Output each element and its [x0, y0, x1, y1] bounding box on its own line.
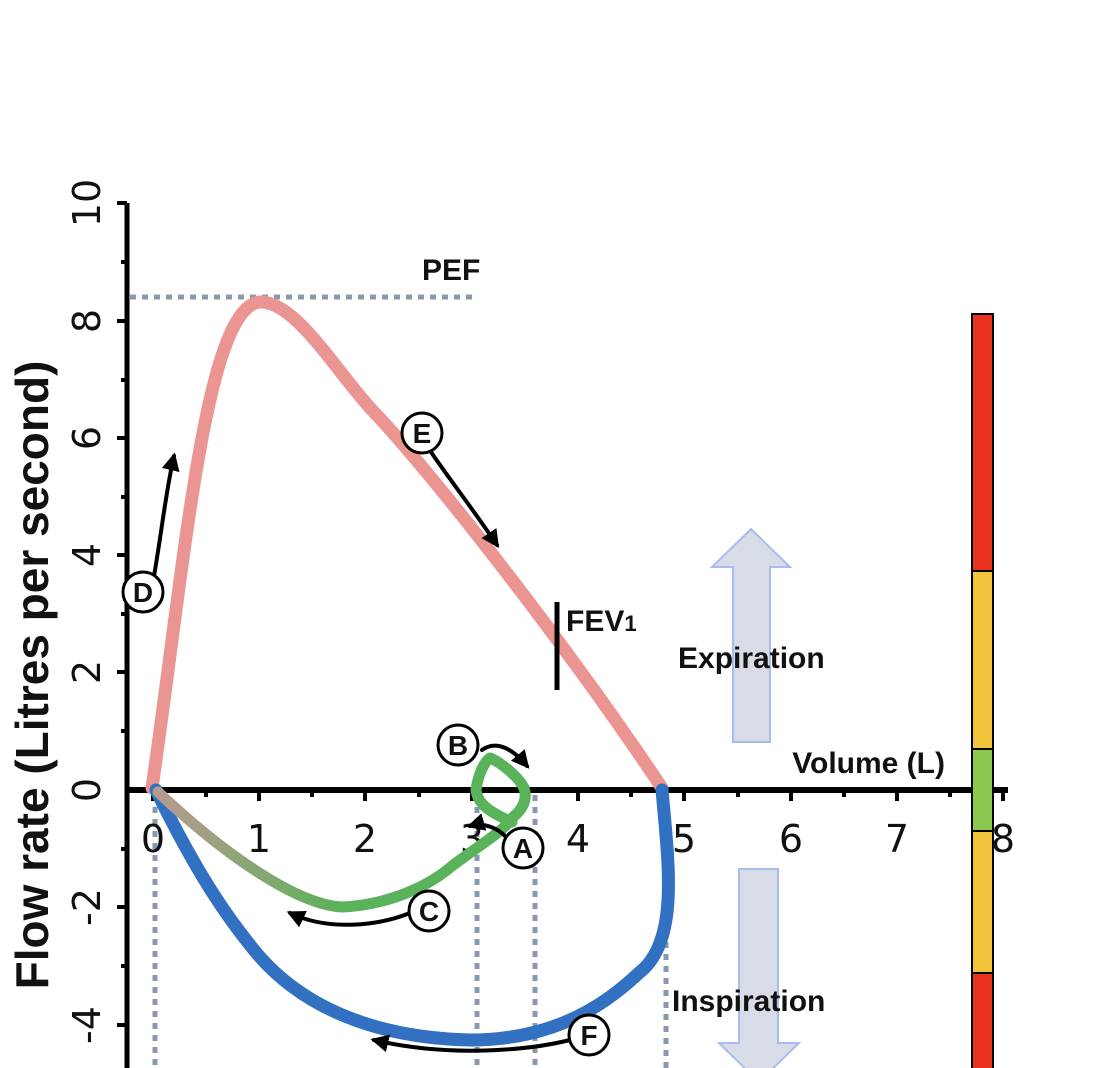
y-tick-labels: -4 -2 0 2 4 6 8 10	[65, 179, 109, 1044]
inspiration-label: Inspiration	[672, 985, 825, 1018]
arrow-c	[286, 911, 412, 928]
marker-a-label: A	[513, 833, 533, 864]
x-tick-label: 2	[353, 817, 377, 861]
marker-f: F	[567, 1013, 611, 1057]
scale-segment-red-top	[971, 313, 994, 572]
y-tick-label: 2	[65, 660, 109, 684]
x-tick-label: 6	[779, 817, 803, 861]
scale-segment-red-bottom	[971, 972, 994, 1068]
marker-d: D	[121, 570, 165, 614]
inspiration-curve	[149, 783, 675, 1047]
y-tick-label: -4	[65, 1006, 109, 1044]
scale-segment-green	[971, 748, 994, 832]
y-tick-label: 0	[65, 778, 109, 802]
x-axis	[125, 787, 1008, 801]
marker-e-label: E	[413, 418, 432, 449]
marker-b: B	[436, 723, 480, 767]
expiration-curve	[145, 295, 669, 795]
arrow-b	[480, 743, 530, 769]
arrow-d	[152, 452, 180, 578]
pef-label: PEF	[422, 254, 480, 287]
tidal-breathing-curve	[152, 752, 531, 913]
x-tick-label: 1	[247, 817, 271, 861]
marker-d-label: D	[133, 577, 153, 608]
y-tick-label: 8	[65, 309, 109, 333]
y-tick-label: -2	[65, 888, 109, 926]
marker-c-label: C	[419, 896, 439, 927]
arrow-f	[370, 1034, 572, 1053]
y-axis	[117, 201, 130, 1068]
x-tick-label: 8	[991, 817, 1015, 861]
x-tick-label: 0	[141, 817, 165, 861]
scale-segment-amber-bottom	[971, 830, 994, 974]
x-axis-title: Volume (L)	[792, 747, 945, 780]
y-tick-label: 10	[65, 179, 109, 227]
y-axis-title: Flow rate (Litres per second)	[6, 361, 58, 990]
marker-c: C	[407, 889, 451, 933]
x-tick-label: 5	[672, 817, 696, 861]
x-tick-label: 4	[566, 817, 590, 861]
inspiration-arrow	[716, 868, 802, 1068]
color-scale-bar	[971, 313, 994, 1068]
expiration-label: Expiration	[678, 642, 825, 675]
y-tick-label: 4	[65, 543, 109, 567]
marker-a: A	[501, 826, 545, 870]
marker-f-label: F	[580, 1020, 597, 1051]
fev1-label: FEV1	[566, 605, 637, 638]
marker-b-label: B	[448, 730, 468, 761]
y-tick-label: 6	[65, 426, 109, 450]
scale-segment-amber-top	[971, 570, 994, 750]
annotation-arrows	[152, 450, 572, 1053]
guide-lines	[130, 294, 669, 1068]
arrow-e	[429, 450, 500, 548]
x-tick-label: 7	[885, 817, 909, 861]
marker-e: E	[400, 411, 444, 455]
x-tick-labels: 0 1 2 3 4 5 6 7 8	[141, 817, 1015, 861]
expiration-arrow	[709, 527, 793, 743]
arrow-a	[466, 813, 509, 840]
